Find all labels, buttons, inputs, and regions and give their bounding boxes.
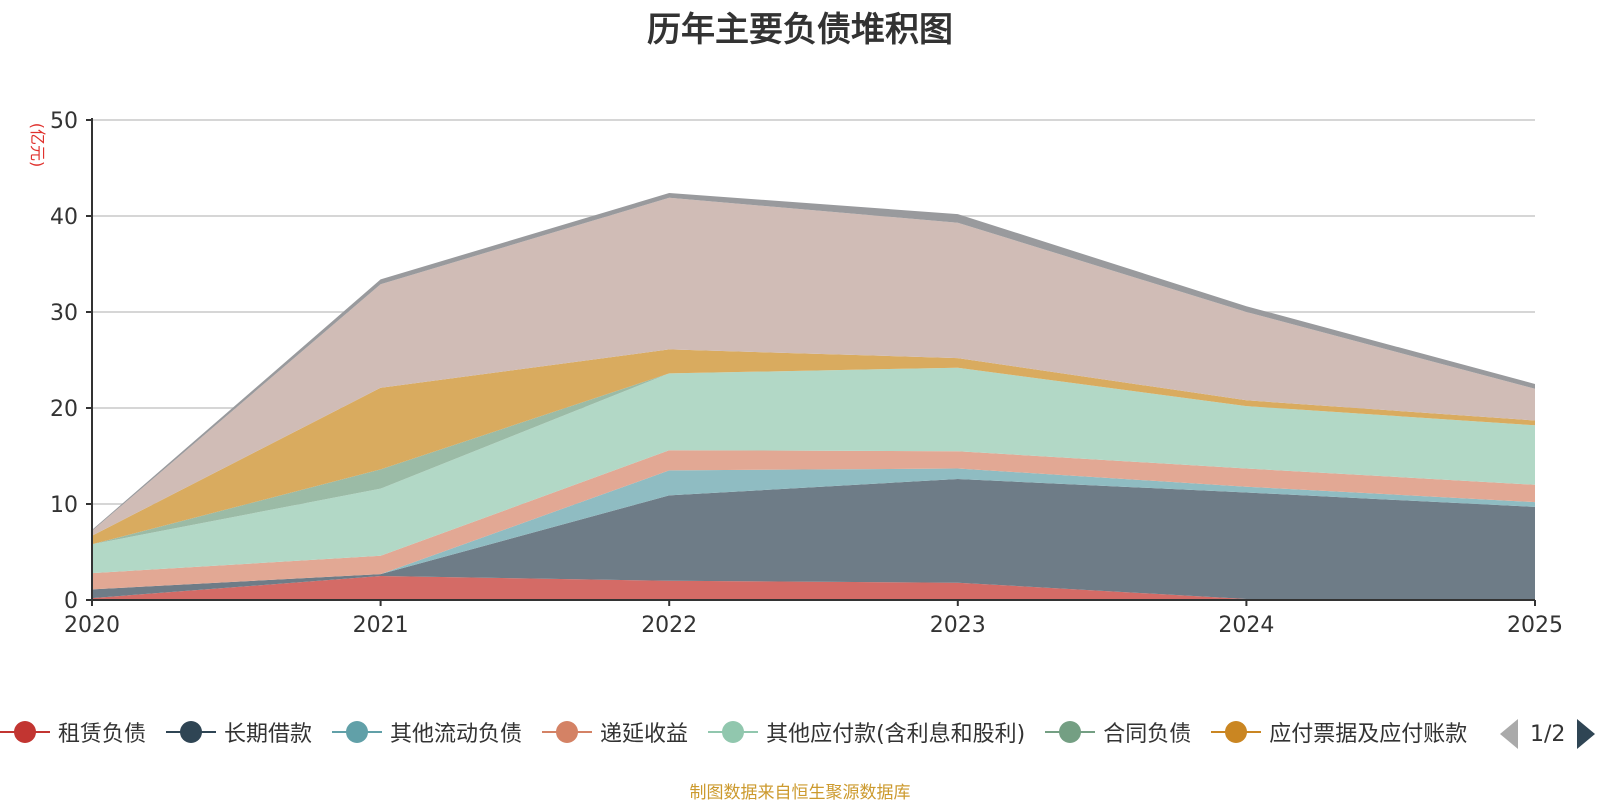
area-series-0[interactable] (92, 576, 1535, 600)
legend-label: 应付票据及应付账款 (1269, 722, 1468, 747)
area-series-7[interactable] (92, 197, 1535, 536)
legend-item[interactable]: 其他应付款(含利息和股利) (708, 716, 1025, 748)
legend-label: 其他应付款(含利息和股利) (766, 722, 1026, 747)
x-tick-label: 2025 (1507, 613, 1563, 638)
legend-item[interactable]: 递延收益 (542, 716, 688, 748)
x-tick-label: 2021 (353, 613, 409, 638)
source-note: 制图数据来自恒生聚源数据库 (689, 783, 911, 803)
legend-item[interactable]: 其他流动负债 (332, 716, 522, 748)
legend-prev-page-icon[interactable] (1500, 719, 1518, 749)
legend: 租赁负债 长期借款 其他流动负债 递延收益 其他应付款(含利息和股利) 合同负债 应付票据及… (0, 712, 1480, 752)
legend-marker-icon (332, 720, 383, 744)
legend-item[interactable]: 租赁负债 (0, 716, 146, 748)
legend-label: 其他流动负债 (390, 722, 523, 747)
legend-label: 递延收益 (600, 722, 689, 747)
chart-title: 历年主要负债堆积图 (647, 10, 953, 50)
legend-label: 租赁负债 (58, 722, 147, 747)
legend-item[interactable]: 合同负债 (1045, 716, 1191, 748)
y-tick-label: 20 (50, 397, 78, 422)
x-tick-label: 2023 (930, 613, 986, 638)
y-tick-label: 10 (50, 493, 78, 518)
legend-marker-icon (1045, 720, 1096, 744)
legend-marker-icon (166, 720, 217, 744)
area-series-6[interactable] (92, 349, 1535, 545)
legend-marker-icon (1211, 720, 1262, 744)
legend-item[interactable]: 应付票据及应付账款 (1211, 716, 1467, 748)
legend-label: 合同负债 (1103, 722, 1192, 747)
area-series-1[interactable] (92, 479, 1535, 599)
area-series-3[interactable] (92, 450, 1535, 590)
legend-marker-icon (0, 720, 50, 744)
y-tick-label: 40 (50, 205, 78, 230)
x-tick-label: 2024 (1218, 613, 1274, 638)
legend-marker-icon (708, 720, 759, 744)
legend-page-indicator: 1/2 (1530, 721, 1566, 747)
legend-item[interactable]: 长期借款 (166, 716, 312, 748)
y-tick-label: 0 (64, 589, 78, 614)
legend-pager: 1/2 (1500, 718, 1596, 750)
legend-marker-icon (542, 720, 593, 744)
x-tick-label: 2022 (641, 613, 697, 638)
legend-label: 长期借款 (224, 722, 313, 747)
legend-next-page-icon[interactable] (1577, 719, 1596, 749)
x-tick-label: 2020 (64, 613, 120, 638)
y-unit-label: (亿元) (28, 123, 47, 168)
y-tick-label: 30 (50, 301, 78, 326)
area-series-4[interactable] (92, 367, 1535, 574)
y-tick-label: 50 (50, 109, 78, 134)
